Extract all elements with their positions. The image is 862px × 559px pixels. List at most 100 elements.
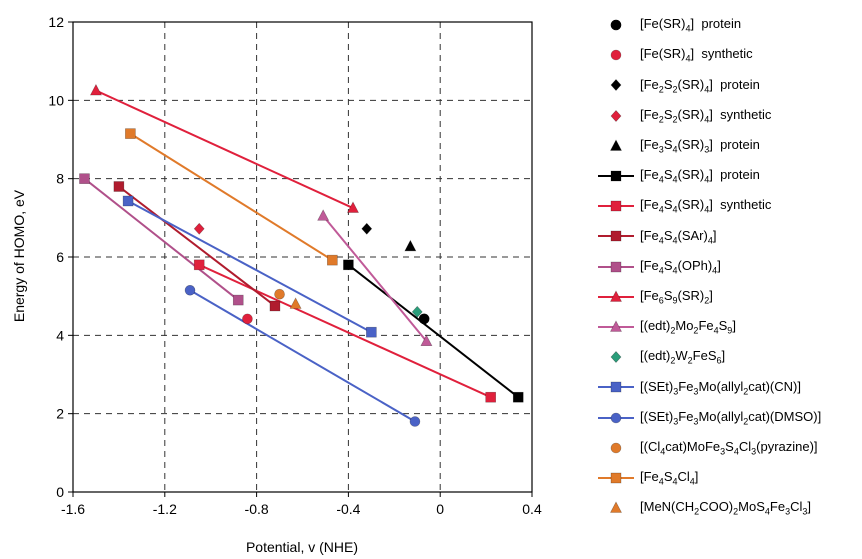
data-point-4 xyxy=(404,239,417,252)
legend-item: [Fe4S4(SR)4] protein xyxy=(598,161,858,191)
tick-labels: -1.6 -1.2 -0.8 -0.4 0 0.4 0 2 4 6 8 10 12 xyxy=(48,14,542,517)
y-tick-label: 12 xyxy=(48,14,64,30)
legend-symbol xyxy=(610,79,622,92)
legend-item: [Fe(SR)4] synthetic xyxy=(598,40,858,70)
legend-marker xyxy=(610,501,622,513)
legend-item: [Fe2S2(SR)4] synthetic xyxy=(598,101,858,131)
legend-marker xyxy=(610,320,622,332)
data-point-1 xyxy=(242,313,253,325)
legend-item: [Fe4S4Cl4] xyxy=(598,463,858,493)
y-tick-label: 10 xyxy=(48,92,64,108)
data-point-10 xyxy=(317,209,330,221)
series-line-7 xyxy=(118,185,276,307)
series-line-10 xyxy=(322,215,428,342)
legend-marker xyxy=(610,351,622,364)
legend-marker xyxy=(610,79,622,92)
series-line-12 xyxy=(127,200,372,334)
data-point-16 xyxy=(289,297,302,309)
data-point-7 xyxy=(269,300,281,312)
legend-label: [(SEt)3Fe3Mo(allyl2cat)(CN)] xyxy=(640,378,801,397)
data-point-7 xyxy=(113,181,125,192)
data-point-9 xyxy=(346,201,359,213)
legend-marker xyxy=(610,442,622,454)
x-tick-label: -0.8 xyxy=(245,501,269,517)
legend-item: [(Cl4cat)MoFe3S4Cl3(pyrazine)] xyxy=(598,433,858,463)
legend-item: [MeN(CH2COO)2MoS4Fe3Cl3] xyxy=(598,493,858,523)
legend-label: [Fe2S2(SR)4] protein xyxy=(640,76,760,95)
y-tick-label: 8 xyxy=(56,171,64,187)
axes xyxy=(68,21,533,497)
legend-marker xyxy=(610,170,622,182)
data-point-0 xyxy=(418,313,430,325)
series-line-15 xyxy=(129,132,333,261)
chart-area: -1.6 -1.2 -0.8 -0.4 0 0.4 0 2 4 6 8 10 12 Potential,… xyxy=(11,14,542,555)
legend-symbol xyxy=(610,501,622,513)
data-point-10 xyxy=(420,334,433,347)
legend-item: [(SEt)3Fe3Mo(allyl2cat)(DMSO)] xyxy=(598,402,858,432)
legend-symbol xyxy=(610,442,622,454)
data-point-12 xyxy=(366,326,377,338)
legend-marker xyxy=(610,290,622,302)
legend-marker xyxy=(610,231,622,242)
legend-symbol xyxy=(598,382,634,393)
data-point-6 xyxy=(193,259,205,271)
legend-marker xyxy=(610,49,622,61)
legend-marker xyxy=(610,139,622,151)
legend-label: [Fe(SR)4] synthetic xyxy=(640,46,753,65)
legend-item: [(edt)2Mo2Fe4S9] xyxy=(598,312,858,342)
legend-marker xyxy=(610,109,622,122)
x-tick-label: -1.6 xyxy=(61,501,85,517)
legend-symbol xyxy=(598,472,634,484)
series-line-9 xyxy=(95,89,354,209)
legend-label: [Fe4S4(OPh)4] xyxy=(640,257,721,276)
y-axis-label: Energy of HOMO, eV xyxy=(11,189,27,322)
data-point-2 xyxy=(361,222,373,235)
legend-item: [(edt)2W2FeS6] xyxy=(598,342,858,372)
legend-label: [Fe4S4Cl4] xyxy=(640,469,699,487)
data-point-5 xyxy=(512,391,524,403)
data-point-14 xyxy=(274,288,285,300)
data-point-13 xyxy=(184,284,196,296)
data-point-3 xyxy=(193,222,205,235)
legend-marker xyxy=(610,200,622,212)
x-axis-label: Potential, v (NHE) xyxy=(246,539,358,555)
series-line-5 xyxy=(347,264,519,399)
legend-item: [Fe4S4(OPh)4] xyxy=(598,252,858,282)
x-tick-label: -1.2 xyxy=(153,501,177,517)
legend-item: [Fe(SR)4] protein xyxy=(598,10,858,40)
data-point-8 xyxy=(79,173,90,184)
legend-item: [(SEt)3Fe3Mo(allyl2cat)(CN)] xyxy=(598,372,858,402)
legend-symbol xyxy=(598,200,634,212)
legend-symbol xyxy=(610,351,622,364)
legend-marker xyxy=(610,472,622,484)
series-line-8 xyxy=(83,177,239,301)
legend-label: [(edt)2Mo2Fe4S9] xyxy=(640,318,736,336)
legend-label: [Fe6S9(SR)2] xyxy=(640,287,713,306)
data-point-13 xyxy=(409,416,421,427)
series-markers xyxy=(79,83,524,427)
data-point-15 xyxy=(327,254,338,266)
x-tick-label: 0.4 xyxy=(522,501,542,517)
y-tick-label: 0 xyxy=(56,484,64,500)
series-line-6 xyxy=(198,263,492,399)
data-point-11 xyxy=(411,305,423,318)
legend-label: [(edt)2W2FeS6] xyxy=(640,348,726,366)
data-point-6 xyxy=(485,391,496,403)
data-point-9 xyxy=(89,83,102,96)
legend-item: [Fe4S4(SR)4] synthetic xyxy=(598,191,858,221)
legend-marker xyxy=(610,382,622,393)
legend-symbol xyxy=(610,19,622,31)
y-tick-label: 4 xyxy=(56,327,64,343)
legend-label: [(Cl4cat)MoFe3S4Cl3(pyrazine)] xyxy=(640,438,818,457)
x-tick-label: -0.4 xyxy=(336,501,360,517)
data-point-12 xyxy=(122,195,134,207)
legend-symbol xyxy=(598,261,634,272)
data-point-5 xyxy=(343,259,354,271)
legend-symbol xyxy=(598,290,634,302)
legend-item: [Fe3S4(SR)3] protein xyxy=(598,131,858,161)
legend-label: [Fe4S4(SR)4] protein xyxy=(640,167,760,185)
legend-label: [Fe3S4(SR)3] protein xyxy=(640,137,760,155)
legend-label: [(SEt)3Fe3Mo(allyl2cat)(DMSO)] xyxy=(640,408,822,427)
legend-label: [Fe2S2(SR)4] synthetic xyxy=(640,106,772,125)
y-tick-label: 6 xyxy=(56,249,64,265)
